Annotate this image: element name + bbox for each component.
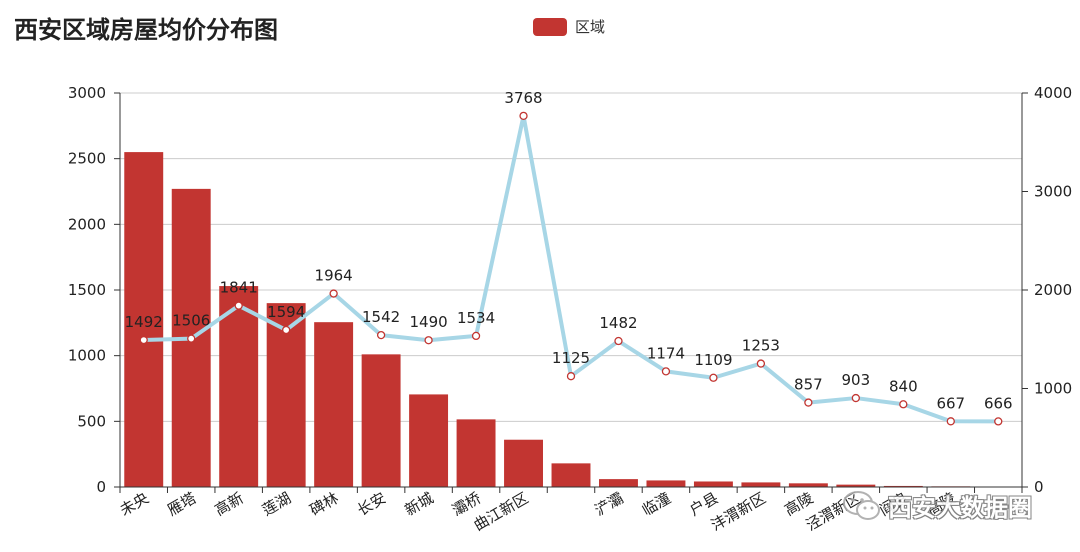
line-point bbox=[234, 301, 243, 310]
line-point bbox=[139, 335, 148, 345]
line-point bbox=[994, 417, 1003, 426]
bar bbox=[741, 482, 781, 487]
y-right-tick-label: 4000 bbox=[1034, 84, 1072, 102]
line-data-label: 1594 bbox=[267, 303, 305, 321]
line-point bbox=[614, 336, 623, 346]
x-tick-label: 高新 bbox=[212, 489, 247, 520]
bar bbox=[361, 354, 401, 487]
line-data-label: 1841 bbox=[220, 279, 258, 297]
y-left-tick-label: 2500 bbox=[68, 150, 106, 168]
line-data-label: 666 bbox=[984, 394, 1013, 412]
line-data-label: 3768 bbox=[504, 89, 542, 107]
line-data-label: 1109 bbox=[694, 351, 732, 369]
line-point bbox=[804, 398, 813, 407]
y-left-tick-label: 0 bbox=[96, 478, 106, 496]
y-left-tick-label: 1500 bbox=[68, 281, 106, 299]
legend[interactable]: 区域 bbox=[533, 16, 605, 37]
bar bbox=[836, 484, 876, 487]
x-tick-label: 莲湖 bbox=[259, 489, 294, 520]
line-point bbox=[282, 325, 291, 335]
bar bbox=[409, 394, 449, 487]
line-point bbox=[851, 393, 860, 403]
line-data-label: 1482 bbox=[599, 314, 637, 332]
line-data-label: 1534 bbox=[457, 309, 495, 327]
y-left-tick-label: 2000 bbox=[68, 215, 106, 233]
line-data-label: 1964 bbox=[315, 267, 353, 285]
y-right-tick-label: 2000 bbox=[1034, 281, 1072, 299]
line-point bbox=[329, 289, 338, 298]
y-right-tick-label: 3000 bbox=[1034, 183, 1072, 201]
line-point bbox=[424, 336, 433, 345]
bar bbox=[219, 286, 259, 487]
x-tick-label: 新城 bbox=[402, 489, 437, 520]
x-tick-label: 临潼 bbox=[639, 489, 674, 520]
wechat-icon bbox=[843, 490, 880, 520]
x-tick-label: 长安 bbox=[354, 489, 389, 520]
bar bbox=[599, 479, 638, 487]
line-data-label: 1492 bbox=[125, 313, 163, 331]
line-data-label: 1490 bbox=[409, 313, 447, 331]
bar bbox=[551, 463, 591, 487]
line-point bbox=[519, 111, 528, 121]
y-right-tick-label: 1000 bbox=[1034, 380, 1072, 398]
x-tick-label: 雁塔 bbox=[164, 489, 199, 520]
line-point bbox=[471, 331, 481, 341]
line-point bbox=[566, 372, 576, 381]
line-point bbox=[661, 367, 671, 376]
x-tick-label: 未央 bbox=[117, 489, 152, 520]
watermark-text: 西安大数据圈 bbox=[888, 494, 1032, 522]
line-point bbox=[709, 373, 718, 382]
watermark: 西安大数据圈 bbox=[842, 488, 1032, 523]
x-tick-label: 碑林 bbox=[307, 489, 342, 520]
line-point bbox=[946, 417, 955, 426]
legend-label: 区域 bbox=[575, 18, 606, 36]
line-point bbox=[899, 400, 908, 409]
line-data-label: 667 bbox=[936, 394, 965, 412]
line-point bbox=[376, 330, 386, 340]
line-data-label: 1542 bbox=[362, 308, 400, 326]
y-left-tick-label: 500 bbox=[77, 412, 106, 430]
x-tick-label: 曲江新区 bbox=[471, 489, 532, 535]
line-data-label: 840 bbox=[889, 377, 918, 395]
line-point bbox=[756, 359, 766, 368]
bar bbox=[504, 439, 543, 487]
line-point bbox=[187, 334, 196, 343]
chart-title: 西安区域房屋均价分布图 bbox=[14, 16, 278, 44]
line-data-label: 1125 bbox=[552, 349, 590, 367]
y-left-tick-label: 1000 bbox=[68, 347, 106, 365]
line-data-label: 1174 bbox=[647, 344, 685, 362]
bar bbox=[788, 483, 828, 487]
y-left-tick-label: 3000 bbox=[68, 84, 106, 102]
y-right-tick-label: 0 bbox=[1034, 478, 1044, 496]
line-data-label: 1253 bbox=[742, 337, 780, 355]
bar bbox=[646, 480, 686, 487]
bar bbox=[883, 485, 923, 487]
bar bbox=[124, 152, 164, 487]
bar bbox=[693, 481, 733, 487]
bar bbox=[314, 322, 354, 487]
line-data-label: 903 bbox=[842, 371, 871, 389]
line-data-label: 857 bbox=[794, 376, 823, 394]
bar bbox=[456, 419, 496, 487]
line-data-label: 1506 bbox=[172, 312, 210, 330]
x-tick-label: 沣渭新区 bbox=[708, 489, 769, 535]
legend-swatch bbox=[533, 17, 567, 36]
x-tick-label: 浐灞 bbox=[591, 489, 626, 520]
